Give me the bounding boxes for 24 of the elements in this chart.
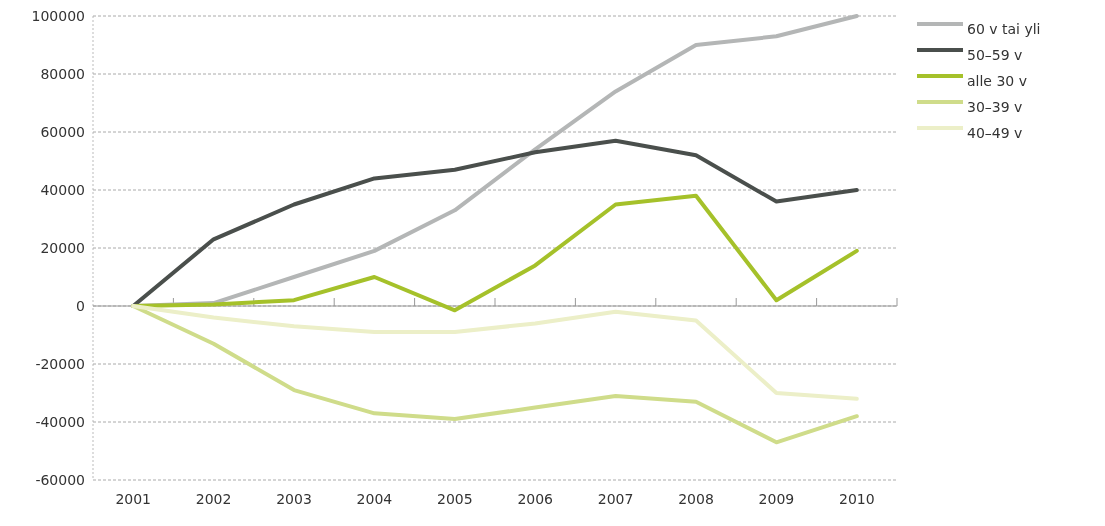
x-tick-label: 2009 (758, 491, 795, 507)
x-tick-label: 2008 (678, 491, 714, 507)
x-tick-label: 2007 (597, 491, 634, 507)
x-tick-label: 2003 (276, 491, 312, 507)
x-tick-label: 2004 (356, 491, 393, 507)
x-tick-label: 2001 (115, 491, 152, 507)
legend-label: 30–39 v (967, 98, 1023, 115)
y-tick-label: 40000 (40, 181, 85, 198)
y-tick-label: -60000 (35, 471, 85, 488)
y-tick-label: 60000 (40, 123, 85, 140)
y-tick-label: 100000 (31, 7, 85, 24)
x-tick-label: 2010 (838, 491, 875, 507)
x-tick-label: 2002 (195, 491, 232, 507)
y-tick-label: 0 (76, 297, 85, 314)
x-tick-label: 2005 (436, 491, 473, 507)
legend-label: 40–49 v (967, 124, 1023, 141)
legend-label: 50–59 v (967, 46, 1023, 63)
y-tick-label: -40000 (35, 413, 85, 430)
x-tick-label: 2006 (517, 491, 554, 507)
legend-label: alle 30 v (967, 72, 1027, 89)
y-tick-label: 80000 (40, 65, 85, 82)
legend-label: 60 v tai yli (967, 20, 1041, 37)
y-tick-label: 20000 (40, 239, 85, 256)
y-tick-label: -20000 (35, 355, 85, 372)
